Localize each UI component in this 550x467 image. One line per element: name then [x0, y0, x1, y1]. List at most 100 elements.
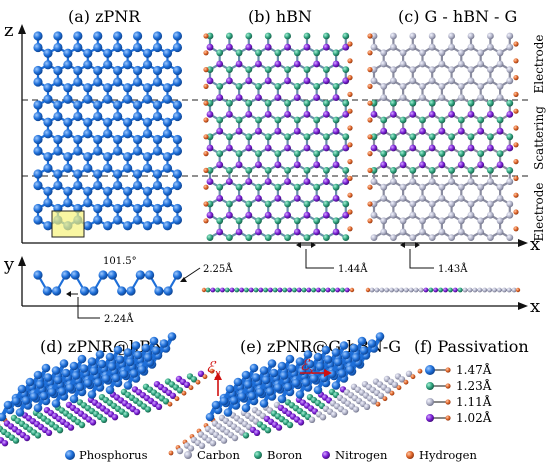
atom: [206, 200, 214, 208]
atom: [506, 99, 514, 107]
atom: [225, 66, 233, 73]
atom: [75, 382, 85, 392]
atom: [57, 387, 67, 396]
atom: [399, 228, 407, 236]
atom: [448, 111, 455, 118]
atom: [151, 346, 161, 355]
atom: [438, 195, 446, 202]
atom: [389, 77, 397, 85]
atom: [419, 94, 426, 101]
phosphorus-chain: [90, 364, 114, 397]
legend-swatch: [254, 451, 262, 459]
atom: [419, 195, 426, 202]
atom: [467, 133, 475, 141]
atom: [287, 364, 297, 373]
substrate-atom: [308, 416, 316, 423]
hydrogen-atom: [513, 192, 519, 198]
substrate-atom: [89, 419, 97, 426]
atom: [245, 234, 253, 242]
atom: [467, 287, 473, 293]
hydrogen-atom: [513, 58, 519, 64]
atom: [467, 77, 475, 85]
atom: [403, 287, 409, 293]
atom: [107, 270, 117, 280]
atom: [399, 60, 407, 68]
atom: [351, 353, 361, 362]
atom: [261, 375, 271, 385]
atom: [313, 228, 321, 236]
atom: [258, 287, 264, 293]
atom: [61, 270, 71, 280]
atom: [277, 361, 287, 371]
atom: [349, 343, 359, 353]
atom: [255, 387, 265, 397]
atom: [409, 111, 417, 118]
atom: [389, 211, 397, 219]
atom: [132, 146, 143, 156]
hydrogen-atom: [347, 125, 353, 131]
atom: [375, 332, 385, 341]
hydrogen-atom: [367, 50, 373, 56]
atom: [103, 83, 113, 93]
atom: [419, 228, 426, 236]
atom: [123, 129, 133, 139]
substrate-layer: [168, 368, 423, 456]
phosphorus-chain: [54, 373, 78, 406]
hydrogen-atom: [203, 100, 209, 106]
atom: [389, 32, 397, 40]
atom: [93, 203, 103, 214]
atom: [313, 49, 321, 57]
atom: [83, 152, 93, 162]
atom: [105, 352, 115, 362]
atom: [274, 217, 282, 225]
region-bottom-label: Electrode: [532, 183, 546, 242]
hydrogen-atom: [367, 67, 373, 73]
atom: [206, 234, 214, 242]
atom: [320, 287, 326, 293]
atom: [216, 183, 224, 191]
atom: [428, 32, 436, 40]
atom: [486, 99, 494, 107]
atom: [152, 100, 163, 110]
atom: [428, 111, 436, 118]
atom: [264, 178, 272, 186]
hydrogen-atom: [195, 379, 201, 385]
atom: [477, 83, 485, 90]
atom: [172, 100, 183, 110]
atom: [137, 365, 147, 374]
atom: [506, 111, 514, 118]
atom: [93, 42, 103, 53]
atom: [448, 178, 455, 186]
atom: [43, 60, 53, 70]
atom: [142, 186, 153, 196]
phosphorus-atom: [425, 365, 435, 375]
atom: [113, 42, 123, 53]
panel-f-title: (f) Passivation: [414, 337, 529, 356]
atom: [229, 396, 239, 405]
atom: [399, 116, 407, 124]
atom: [132, 77, 143, 87]
atom: [225, 99, 233, 107]
atom: [172, 42, 183, 53]
atom: [264, 144, 272, 152]
atom: [39, 391, 49, 401]
atom: [131, 341, 141, 350]
atom: [389, 287, 394, 293]
hydrogen-atom: [181, 390, 187, 396]
atom: [457, 60, 465, 68]
atom: [467, 66, 475, 73]
substrate-atom: [162, 398, 170, 405]
atom: [303, 178, 311, 186]
atom: [321, 345, 331, 355]
atom: [235, 116, 243, 124]
atom: [216, 94, 224, 101]
hydrogen-atom: [513, 41, 519, 47]
atom: [322, 234, 330, 242]
substrate-atom: [253, 429, 261, 436]
substrate-atom: [67, 424, 75, 431]
atom: [370, 167, 378, 174]
atom: [389, 200, 397, 208]
atom: [77, 354, 87, 364]
atom: [83, 221, 93, 231]
atom: [142, 198, 153, 208]
